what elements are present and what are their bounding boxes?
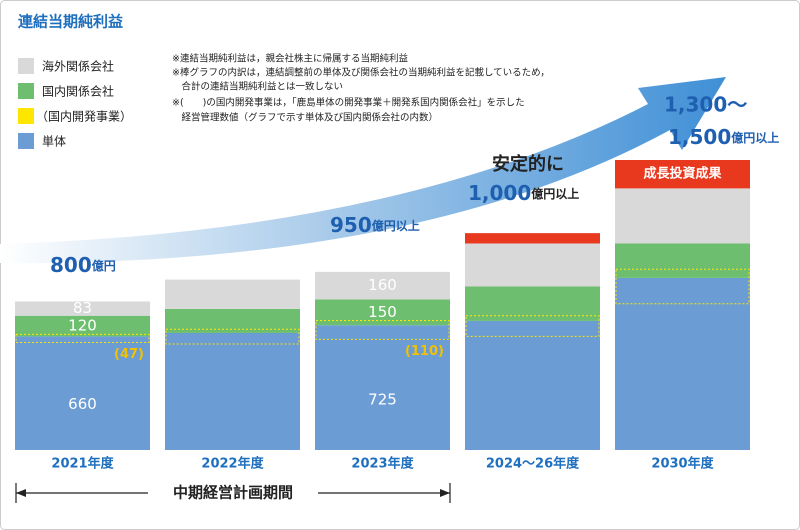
- overlay-segment: [15, 333, 150, 343]
- bar-segment: [15, 315, 150, 337]
- notes: ※連結当期純利益は，親会社株主に帰属する当期純利益 ※棒グラフの内訳は，連結調整…: [172, 53, 550, 124]
- target-unit: 億円: [92, 258, 116, 273]
- period-label: 中期経営計画期間: [173, 484, 293, 502]
- x-tick-label: 2022年度: [201, 456, 264, 472]
- bar-segment: [465, 243, 600, 287]
- bar-segment: [165, 279, 300, 309]
- segment-label: 成長投資成果: [643, 166, 721, 182]
- target-prefix: 1,300〜: [664, 93, 747, 117]
- legend-label: （国内開発事業）: [36, 110, 132, 124]
- legend-label: 海外関係会社: [42, 59, 114, 74]
- bar-segment: [465, 320, 600, 450]
- data-label: 83: [73, 299, 92, 317]
- legend: 海外関係会社 国内関係会社 （国内開発事業） 単体: [18, 58, 132, 149]
- target-amount: 1,500: [668, 125, 731, 149]
- bar-segment: [465, 233, 600, 244]
- bar-segment: [15, 301, 150, 316]
- note: 合計の連結当期純利益とは一致しない: [172, 81, 343, 93]
- target-amount: 950: [330, 213, 372, 237]
- target-label: 1,000億円以上: [468, 181, 579, 205]
- bar-segment: [615, 188, 750, 244]
- chart-title: 連結当期純利益: [18, 13, 123, 31]
- x-tick-label: 2030年度: [651, 456, 714, 472]
- bar-segment: [15, 336, 150, 450]
- target-label: 1,500億円以上: [668, 125, 779, 149]
- bar-segment: [165, 332, 300, 450]
- data-label: 120: [68, 317, 97, 335]
- bar-segment: [315, 271, 450, 300]
- note: ※棒グラフの内訳は，連結調整前の単体及び関係会社の当期純利益を記載しているため，: [172, 67, 550, 79]
- legend-swatch: [18, 58, 34, 74]
- bar-segment: [615, 277, 750, 450]
- growth-arrow: [0, 77, 726, 264]
- data-label: 160: [368, 276, 397, 294]
- legend-label: 単体: [42, 135, 66, 149]
- overlay-label: (47): [114, 347, 144, 362]
- note: ※連結当期純利益は，親会社株主に帰属する当期純利益: [172, 53, 408, 65]
- legend-swatch: [18, 133, 34, 149]
- target-label: 800億円: [50, 253, 116, 277]
- period-bracket: 中期経営計画期間: [15, 483, 451, 503]
- data-label: 150: [368, 303, 397, 321]
- target-unit: 億円以上: [731, 130, 779, 145]
- overlay-segment: [165, 328, 300, 345]
- legend-label: 国内関係会社: [42, 84, 114, 99]
- period-label-bg: [148, 483, 318, 503]
- bar-segment: [315, 325, 450, 450]
- overlay-label: (110): [405, 344, 444, 359]
- overlay-segment: [465, 315, 600, 337]
- bar-segment: [465, 286, 600, 321]
- target-prefix: 安定的に: [492, 153, 564, 175]
- bar-segment: [615, 243, 750, 278]
- target-unit: 億円以上: [531, 186, 579, 201]
- target-amount: 1,000: [468, 181, 531, 205]
- note: ※( )の国内開発事業は，「鹿島単体の開発事業＋開発系国内関係会社」を示した: [172, 97, 525, 109]
- x-tick-label: 2023年度: [351, 456, 414, 472]
- data-label: 660: [68, 395, 97, 413]
- x-tick-label: 2021年度: [51, 456, 114, 472]
- overlay-segment: [615, 268, 750, 305]
- legend-swatch: [18, 83, 34, 99]
- data-label: 725: [368, 391, 397, 409]
- x-tick-label: 2024〜26年度: [486, 456, 580, 472]
- target-unit: 億円以上: [372, 218, 420, 233]
- bar-segment: [615, 160, 750, 189]
- target-amount: 800: [50, 253, 92, 277]
- legend-swatch: [18, 108, 34, 124]
- note: 経営管理数値（グラフで示す単体及び国内関係会社の内数）: [172, 112, 438, 124]
- target-label: 950億円以上: [330, 213, 420, 237]
